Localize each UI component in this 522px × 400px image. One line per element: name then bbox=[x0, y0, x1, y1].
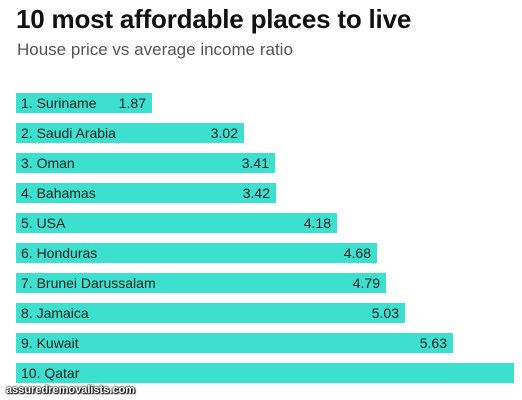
bar-value-label: 3.41 bbox=[241, 155, 269, 171]
bar-category-label: 7. Brunei Darussalam bbox=[21, 275, 156, 291]
bar bbox=[16, 303, 405, 323]
bar-category-label: 10. Qatar bbox=[21, 365, 80, 381]
bar-value-label: 3.02 bbox=[210, 125, 238, 141]
bar bbox=[16, 153, 275, 173]
bar bbox=[16, 363, 514, 383]
bar-category-label: 8. Jamaica bbox=[21, 305, 89, 321]
bar bbox=[16, 213, 337, 233]
bar-category-label: 9. Kuwait bbox=[21, 335, 79, 351]
bar-value-label: 3.42 bbox=[242, 185, 270, 201]
bar bbox=[16, 93, 152, 113]
bar-category-label: 6. Honduras bbox=[21, 245, 98, 261]
bar bbox=[16, 183, 276, 203]
bar-value-label: 1.87 bbox=[118, 95, 146, 111]
bar-category-label: 5. USA bbox=[21, 215, 66, 231]
bar-value-label: 4.68 bbox=[343, 245, 371, 261]
bar-value-label: 5.03 bbox=[371, 305, 399, 321]
bar-category-label: 3. Oman bbox=[21, 155, 75, 171]
source-watermark: assuredremovalists.com bbox=[6, 384, 136, 396]
bar bbox=[16, 333, 453, 353]
bar bbox=[16, 123, 244, 143]
bar-category-label: 4. Bahamas bbox=[21, 185, 96, 201]
bar bbox=[16, 243, 377, 263]
bar-category-label: 2. Saudi Arabia bbox=[21, 125, 116, 141]
bar bbox=[16, 273, 386, 293]
bar-value-label: 5.63 bbox=[419, 335, 447, 351]
chart-subtitle: House price vs average income ratio bbox=[17, 40, 293, 59]
bar-category-label: 1. Suriname bbox=[21, 95, 97, 111]
chart-title: 10 most affordable places to live bbox=[16, 4, 412, 34]
bar-value-label: 4.18 bbox=[303, 215, 331, 231]
bar-value-label: 4.79 bbox=[352, 275, 380, 291]
